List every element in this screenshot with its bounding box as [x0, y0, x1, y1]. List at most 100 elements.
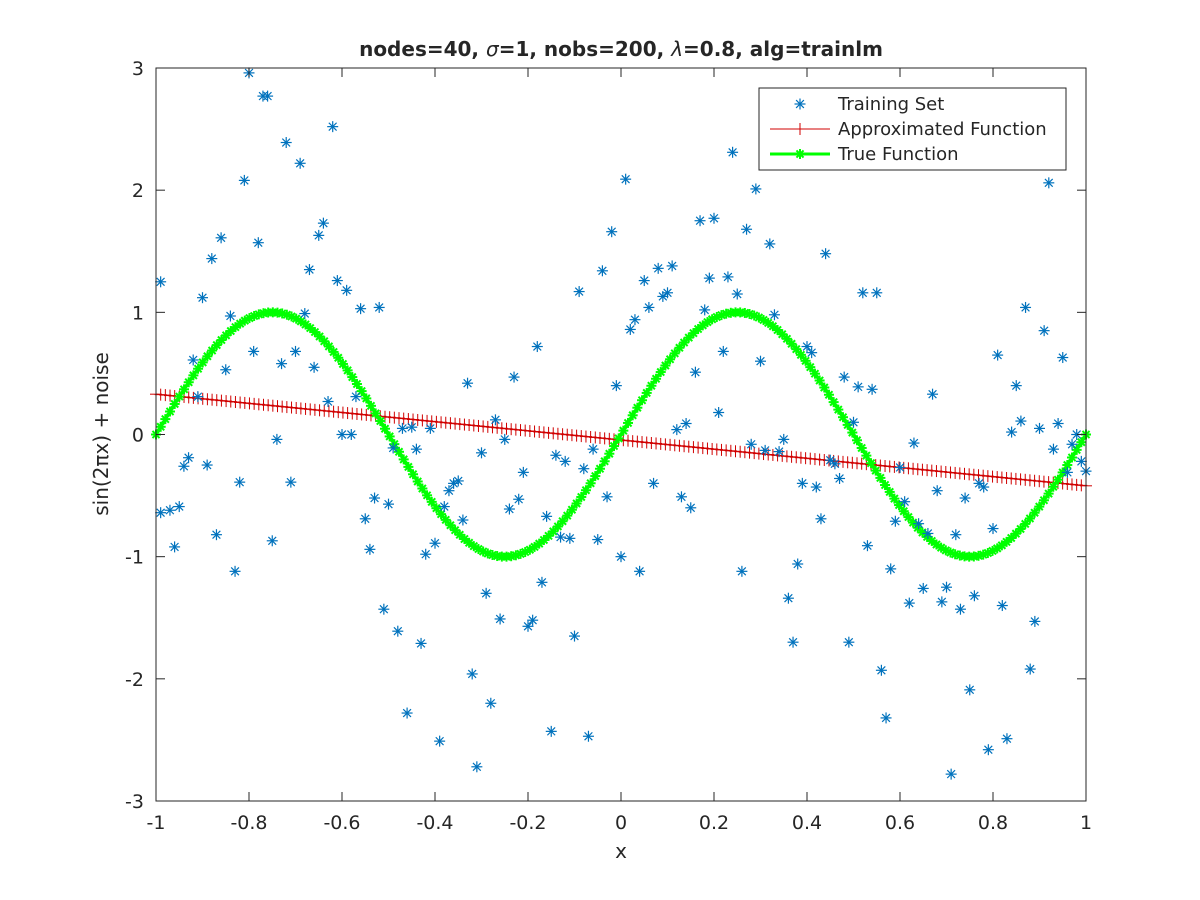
training-set-point — [582, 730, 594, 742]
training-set-point — [531, 341, 543, 353]
x-tick-label: 1 — [1080, 812, 1092, 834]
training-set-point — [1061, 466, 1073, 478]
training-set-point — [773, 446, 785, 458]
training-set-point — [276, 358, 288, 370]
training-set-point — [187, 354, 199, 366]
training-set-point — [982, 744, 994, 756]
true-function-marker — [823, 389, 834, 400]
training-set-point — [954, 603, 966, 615]
training-set-point — [903, 597, 915, 609]
training-set-point — [462, 377, 474, 389]
training-set-point — [508, 371, 520, 383]
true-function-marker — [665, 354, 676, 365]
y-tick-label: -3 — [125, 791, 144, 813]
training-set-point — [694, 215, 706, 227]
training-set-point — [517, 466, 529, 478]
training-set-point — [545, 725, 557, 737]
x-tick-label: -0.6 — [323, 812, 360, 834]
training-set-point — [1075, 455, 1087, 467]
training-set-point — [206, 253, 218, 265]
training-set-point — [736, 565, 748, 577]
training-set-point — [745, 438, 757, 450]
true-function-marker — [155, 421, 166, 432]
true-function-marker — [837, 412, 848, 423]
true-function-marker — [660, 360, 671, 371]
true-function-marker — [599, 456, 610, 467]
training-set-point — [578, 463, 590, 475]
training-set-point — [1038, 325, 1050, 337]
training-set-point — [885, 563, 897, 575]
y-tick-label: 1 — [132, 302, 144, 324]
training-set-point — [978, 481, 990, 493]
training-set-point — [699, 304, 711, 316]
training-set-point — [489, 414, 501, 426]
true-function-marker — [580, 485, 591, 496]
training-set-point — [155, 276, 167, 288]
training-set-point — [457, 514, 469, 526]
true-function-marker — [510, 550, 521, 561]
training-set-point — [1020, 301, 1032, 313]
true-function-marker — [576, 491, 587, 502]
training-set-point — [778, 433, 790, 445]
true-function-marker — [627, 410, 638, 421]
training-set-point — [210, 529, 222, 541]
x-tick-label: 0.4 — [792, 812, 822, 834]
y-tick-label: -2 — [125, 669, 144, 691]
true-function-marker — [805, 362, 816, 373]
training-set-point — [964, 684, 976, 696]
training-set-point — [280, 137, 292, 149]
training-set-point — [396, 422, 408, 434]
training-set-point — [327, 121, 339, 133]
training-set-point — [1029, 615, 1041, 627]
true-function-marker — [1071, 444, 1082, 455]
true-function-marker — [426, 496, 437, 507]
training-set-point — [485, 697, 497, 709]
training-set-point — [875, 664, 887, 676]
training-set-point — [341, 284, 353, 296]
legend-label-approximated-function: Approximated Function — [838, 119, 1047, 140]
true-function-marker — [903, 512, 914, 523]
training-set-point — [820, 248, 832, 260]
training-set-point — [945, 768, 957, 780]
training-set-point — [848, 416, 859, 428]
true-function-marker — [398, 454, 409, 465]
training-set-point — [201, 459, 213, 471]
training-set-point — [922, 527, 934, 539]
training-set-point — [573, 286, 585, 298]
true-function-marker — [1015, 523, 1026, 534]
training-set-point — [606, 226, 618, 238]
training-set-point — [429, 537, 441, 549]
training-set-point — [815, 513, 827, 525]
legend-true-marker — [795, 149, 805, 159]
true-function-marker — [333, 352, 344, 363]
training-set-point — [917, 582, 929, 594]
training-set-point — [1047, 443, 1059, 455]
training-set-point — [941, 581, 952, 593]
true-function-marker — [623, 417, 634, 428]
training-set-point — [410, 443, 422, 455]
true-function-marker — [861, 450, 872, 461]
true-function-marker — [1052, 474, 1063, 485]
training-set-point — [266, 535, 278, 547]
training-set-point — [755, 355, 766, 367]
true-function-marker — [828, 397, 839, 408]
training-set-point — [494, 613, 506, 625]
true-function-marker — [1076, 437, 1087, 448]
training-set-point — [1066, 438, 1078, 450]
training-set-point — [313, 229, 325, 241]
true-function-marker — [894, 500, 905, 511]
training-set-point — [285, 476, 297, 488]
data-layer — [150, 67, 1092, 780]
training-set-point — [480, 587, 492, 599]
training-set-point — [559, 455, 571, 467]
training-set-point — [378, 603, 390, 615]
training-set-point — [178, 460, 190, 472]
training-set-point — [336, 429, 348, 440]
legend: Training Set Approximated Function True … — [758, 87, 1067, 171]
x-tick-label: -1 — [147, 812, 166, 834]
true-function-marker — [1020, 518, 1031, 529]
training-set-point — [1043, 177, 1055, 189]
true-function-marker — [646, 380, 657, 391]
training-set-point — [908, 437, 920, 449]
true-function-marker — [351, 378, 362, 389]
